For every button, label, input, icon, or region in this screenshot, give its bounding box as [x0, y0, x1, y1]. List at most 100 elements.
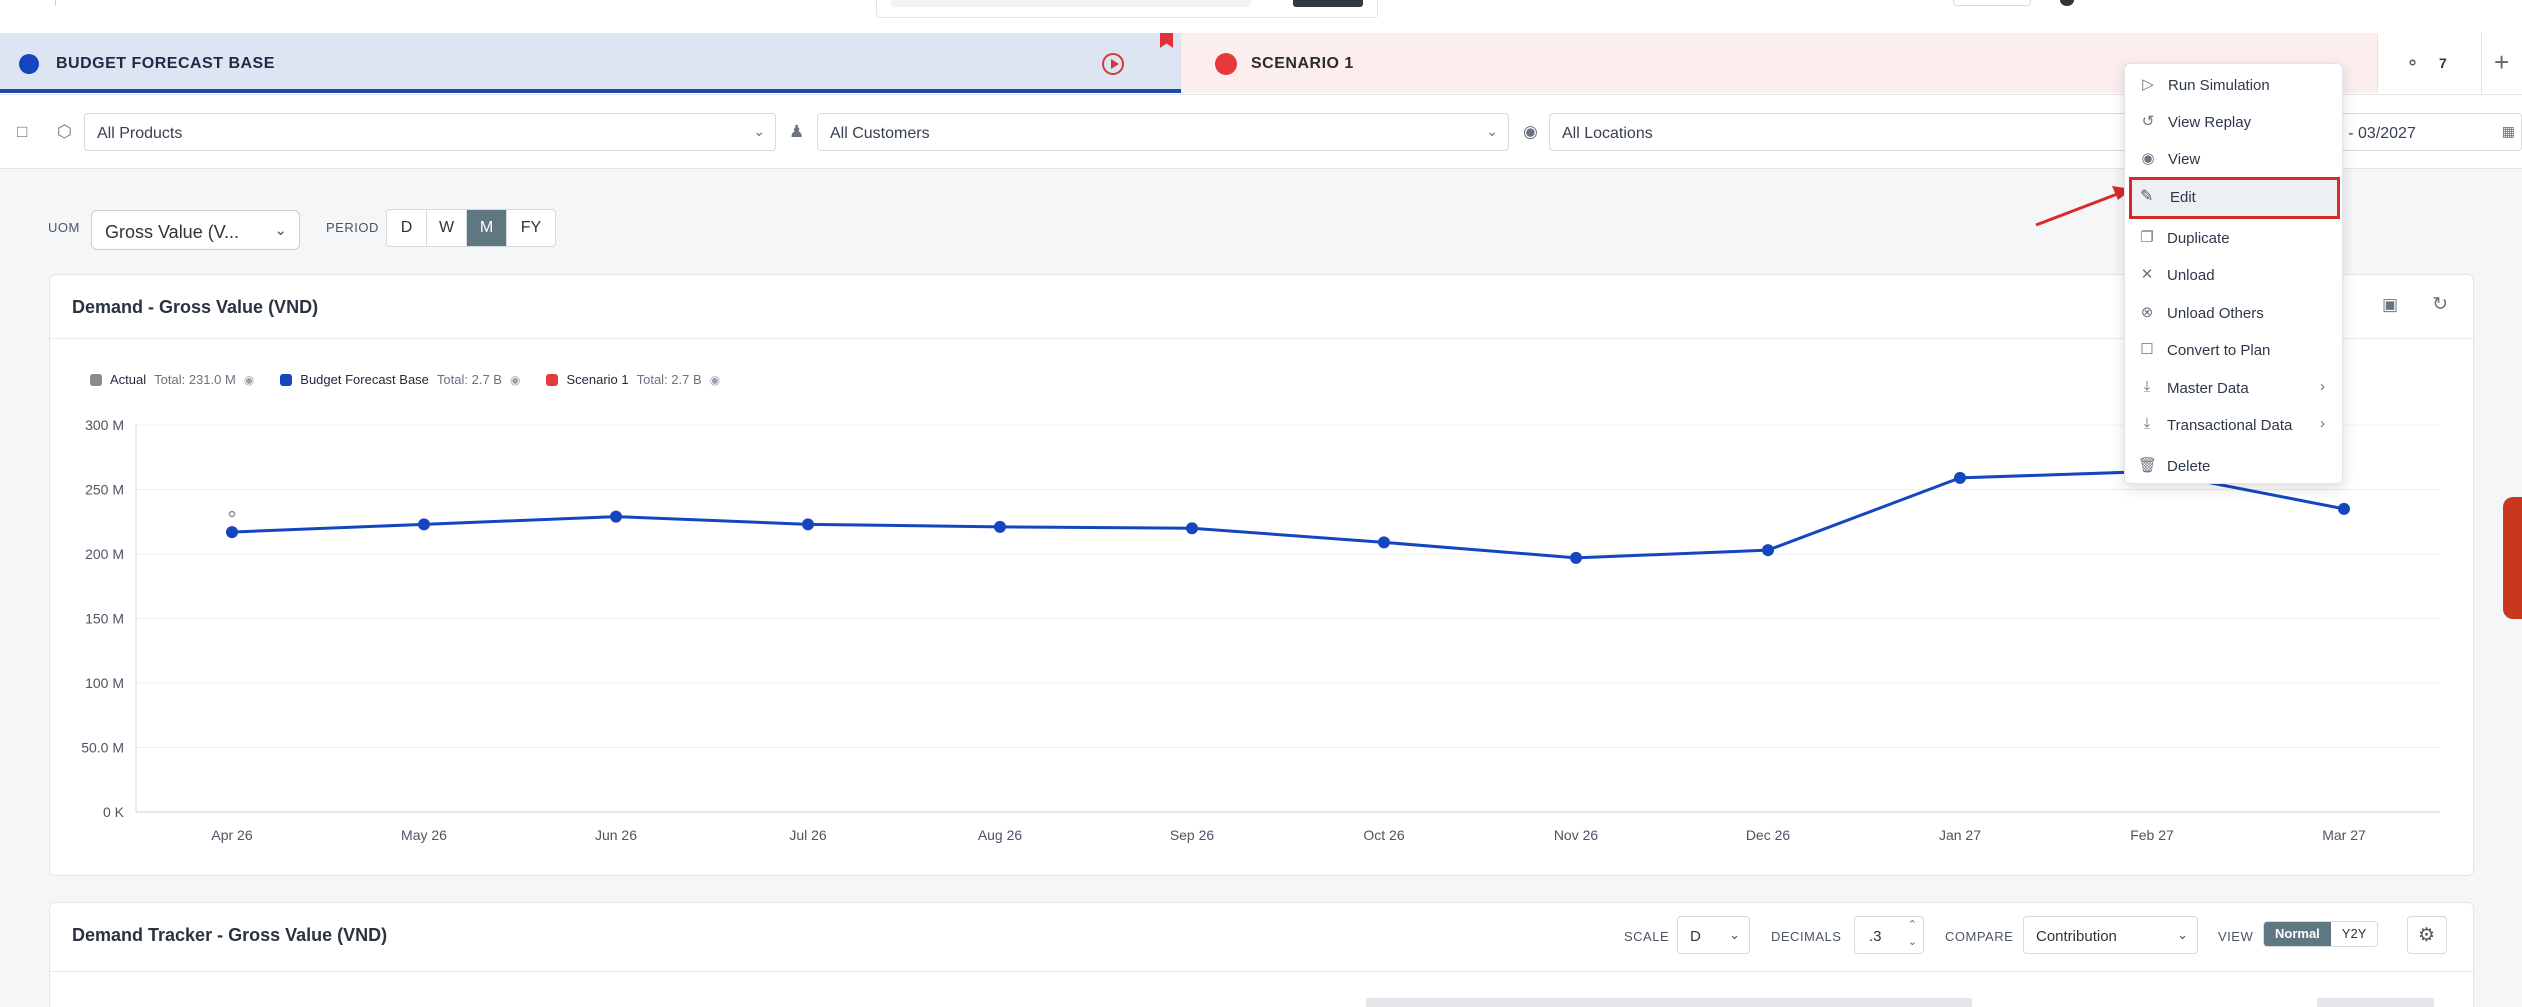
- menu-item-delete[interactable]: 🗑 Delete: [2124, 448, 2343, 484]
- scale-label: SCALE: [1624, 929, 1670, 944]
- x-tick-label: Nov 26: [1554, 827, 1599, 843]
- plus-icon: +: [2494, 47, 2510, 77]
- decimals-stepper[interactable]: .3 ⌃ ⌄: [1854, 916, 1924, 954]
- card-header: [50, 275, 2473, 339]
- scenario-color-dot: [19, 54, 39, 74]
- hidden-scenarios-tab[interactable]: ⚬ 7: [2377, 33, 2481, 93]
- period-option-fy[interactable]: FY: [520, 219, 542, 236]
- series-point-budget: [994, 520, 1006, 533]
- eye-icon[interactable]: ◉: [243, 372, 255, 387]
- global-search-button[interactable]: [1293, 0, 1363, 7]
- compare-value: Contribution: [2036, 928, 2117, 945]
- uom-value: Gross Value (V...: [105, 222, 240, 242]
- legend-item-budget[interactable]: Budget Forecast Base Total: 2.7 B ◉: [280, 372, 520, 387]
- scale-select[interactable]: D ⌄: [1677, 916, 1750, 954]
- legend-name: Actual: [110, 372, 147, 387]
- legend-swatch: [546, 373, 559, 386]
- y-tick-label: 100 M: [85, 675, 124, 691]
- chevron-up-icon[interactable]: ⌃: [1907, 919, 1917, 931]
- uom-label: UOM: [48, 220, 80, 235]
- avatar[interactable]: [2060, 0, 2074, 6]
- menu-item-label: Convert to Plan: [2167, 342, 2271, 359]
- period-option-m[interactable]: M: [467, 210, 507, 246]
- eye-off-icon: ⚬: [2405, 53, 2421, 73]
- square-icon: ☐: [2140, 341, 2154, 358]
- uom-select[interactable]: Gross Value (V... ⌄: [91, 210, 300, 250]
- decimals-label: DECIMALS: [1771, 929, 1842, 944]
- view-toggle: Normal Y2Y: [2263, 921, 2379, 947]
- bookmark-flag-icon: [1160, 33, 1173, 48]
- menu-item-label: View Replay: [2168, 114, 2252, 131]
- global-search-input[interactable]: [891, 0, 1251, 7]
- view-option-normal[interactable]: Normal: [2264, 922, 2331, 946]
- series-point-budget: [226, 526, 238, 539]
- download-icon: ⤓: [2143, 378, 2151, 395]
- y-tick-label: 200 M: [85, 546, 124, 562]
- y-tick-label: 250 M: [85, 482, 124, 498]
- menu-item-label: Master Data: [2167, 380, 2249, 397]
- x-tick-label: Oct 26: [1363, 827, 1404, 843]
- menu-item-label: Unload Others: [2167, 305, 2264, 322]
- refresh-icon[interactable]: ↻: [2432, 294, 2448, 315]
- x-tick-label: May 26: [401, 827, 447, 843]
- compare-label: COMPARE: [1945, 929, 2014, 944]
- menu-item-convert-to-plan[interactable]: ☐ Convert to Plan: [2124, 332, 2343, 368]
- legend-item-scenario-1[interactable]: Scenario 1 Total: 2.7 B ◉: [546, 372, 720, 387]
- gear-icon: ⚙: [2418, 925, 2436, 946]
- chevron-down-icon: ⌄: [1729, 927, 1740, 942]
- x-tick-label: Dec 26: [1746, 827, 1791, 843]
- menu-item-duplicate[interactable]: ❐ Duplicate: [2124, 220, 2343, 256]
- side-panel-handle[interactable]: [2503, 497, 2522, 619]
- y-tick-label: 0 K: [103, 804, 125, 820]
- locations-select[interactable]: All Locations: [1549, 113, 2149, 151]
- chevron-down-icon: ⌄: [753, 123, 765, 139]
- add-scenario-button[interactable]: +: [2481, 33, 2522, 93]
- products-select[interactable]: All Products ⌄: [84, 113, 776, 151]
- view-option-y2y[interactable]: Y2Y: [2330, 922, 2378, 946]
- period-label: PERIOD: [326, 220, 379, 235]
- expand-icon[interactable]: ▣: [2381, 295, 2398, 314]
- chevron-down-icon[interactable]: ⌄: [1907, 936, 1917, 948]
- x-tick-label: Jun 26: [595, 827, 637, 843]
- menu-lower-items: ❐ Duplicate ✕ Unload ⊗ Unload Others ☐ C…: [2124, 220, 2343, 484]
- bookmark-icon[interactable]: □: [17, 122, 28, 141]
- menu-item-edit[interactable]: ✎ Edit: [2129, 177, 2340, 219]
- series-point-budget: [418, 518, 430, 531]
- history-icon: ↺: [2141, 113, 2155, 130]
- global-search[interactable]: [876, 0, 1378, 18]
- header-control[interactable]: [1953, 0, 2031, 6]
- actual-point: [228, 510, 236, 518]
- run-scenario-icon[interactable]: [1102, 53, 1124, 75]
- compare-select[interactable]: Contribution ⌄: [2023, 916, 2198, 954]
- chevron-right-icon: ›: [2320, 415, 2325, 432]
- decimals-value: .3: [1869, 928, 1882, 945]
- menu-item-label: Unload: [2167, 267, 2215, 284]
- menu-item-label: Duplicate: [2167, 230, 2230, 247]
- menu-item-view-replay[interactable]: ↺ View Replay: [2125, 104, 2344, 140]
- menu-item-view[interactable]: ◉ View: [2125, 141, 2344, 177]
- arrow-shaft: [2035, 191, 2121, 227]
- customers-select[interactable]: All Customers ⌄: [817, 113, 1509, 151]
- legend-name: Budget Forecast Base: [300, 372, 429, 387]
- pencil-icon: ✎: [2140, 188, 2154, 205]
- menu-item-run-simulation[interactable]: ▷ Run Simulation: [2125, 67, 2344, 103]
- settings-button[interactable]: ⚙: [2407, 916, 2447, 954]
- legend-item-actual[interactable]: Actual Total: 231.0 M ◉: [90, 372, 254, 387]
- eye-icon[interactable]: ◉: [509, 372, 521, 387]
- tab-budget-forecast-base[interactable]: BUDGET FORECAST BASE: [0, 33, 1181, 93]
- menu-item-master-data[interactable]: ⤓ Master Data ›: [2124, 370, 2343, 406]
- menu-item-transactional-data[interactable]: ⤓ Transactional Data ›: [2124, 407, 2343, 443]
- menu-item-label: Delete: [2167, 458, 2211, 475]
- series-point-budget: [2338, 502, 2350, 515]
- calendar-icon: ▦: [2501, 123, 2515, 139]
- menu-item-unload-others[interactable]: ⊗ Unload Others: [2124, 295, 2343, 331]
- locations-value: All Locations: [1562, 125, 1653, 142]
- eye-icon[interactable]: ◉: [709, 372, 721, 387]
- legend-swatch: [280, 373, 293, 386]
- download-icon: ⤓: [2143, 415, 2151, 432]
- series-point-budget: [1378, 536, 1390, 549]
- menu-item-unload[interactable]: ✕ Unload: [2124, 257, 2343, 293]
- period-option-d[interactable]: D: [387, 210, 427, 246]
- scenario-context-menu: ▷ Run Simulation ↺ View Replay ◉ View: [2124, 63, 2343, 484]
- period-option-w[interactable]: W: [427, 210, 467, 246]
